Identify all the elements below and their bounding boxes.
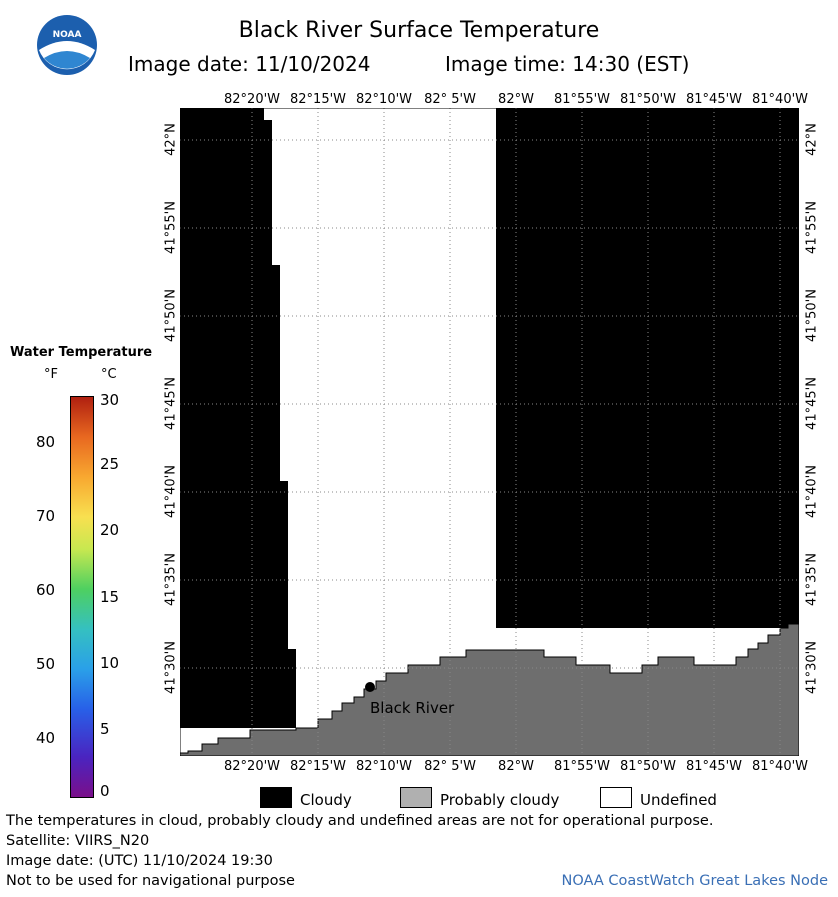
key-cloudy-label: Cloudy bbox=[300, 791, 352, 809]
legend-unit-f: °F bbox=[44, 367, 58, 382]
lat-label-right: 41°30'N bbox=[804, 641, 820, 694]
colorbar-f-tick: 60 bbox=[36, 581, 56, 599]
key-probably-cloudy-label: Probably cloudy bbox=[440, 791, 560, 809]
colorbar-f-tick: 50 bbox=[36, 655, 56, 673]
lat-label-left: 41°50'N bbox=[163, 289, 179, 342]
cloud-mask-west bbox=[180, 108, 296, 728]
lon-label-top: 81°40'W bbox=[752, 92, 809, 107]
station-marker bbox=[365, 682, 375, 692]
logo-text: NOAA bbox=[53, 30, 82, 40]
colorbar-f-tick: 70 bbox=[36, 507, 56, 525]
lon-label-top: 82°10'W bbox=[356, 92, 413, 107]
lon-label-top: 81°50'W bbox=[620, 92, 677, 107]
lat-label-right: 41°35'N bbox=[804, 553, 820, 606]
lon-label-top: 82° 5'W bbox=[424, 92, 476, 107]
probably-cloudy-land bbox=[180, 623, 799, 756]
lon-label-top: 82°20'W bbox=[224, 92, 281, 107]
lat-label-right: 41°40'N bbox=[804, 465, 820, 518]
lon-label-top: 82°15'W bbox=[290, 92, 347, 107]
lat-label-left: 41°30'N bbox=[163, 641, 179, 694]
disclaimer: The temperatures in cloud, probably clou… bbox=[6, 813, 714, 829]
key-cloudy-swatch bbox=[260, 787, 292, 808]
colorbar-c-tick: 10 bbox=[100, 654, 120, 672]
lon-label-bottom: 81°50'W bbox=[620, 759, 677, 774]
satellite: Satellite: VIIRS_N20 bbox=[6, 833, 150, 849]
lon-label-bottom: 82° 5'W bbox=[424, 759, 476, 774]
colorbar-c-tick: 25 bbox=[100, 455, 120, 473]
lat-label-right: 42°N bbox=[804, 123, 820, 156]
page-title: Black River Surface Temperature bbox=[238, 18, 600, 43]
nav-warning: Not to be used for navigational purpose bbox=[6, 873, 295, 889]
lon-label-top: 81°55'W bbox=[554, 92, 611, 107]
lat-label-left: 41°55'N bbox=[163, 201, 179, 254]
station-label: Black River bbox=[370, 699, 455, 717]
key-undefined-label: Undefined bbox=[640, 791, 717, 809]
credit-link[interactable]: NOAA CoastWatch Great Lakes Node bbox=[561, 873, 828, 889]
colorbar-f-tick: 40 bbox=[36, 729, 56, 747]
colorbar-c-tick: 20 bbox=[100, 521, 120, 539]
lon-label-bottom: 82°15'W bbox=[290, 759, 347, 774]
noaa-logo-icon: NOAA bbox=[37, 15, 97, 75]
key-probably-cloudy-swatch bbox=[400, 787, 432, 808]
graticule bbox=[180, 108, 799, 756]
lat-label-right: 41°50'N bbox=[804, 289, 820, 342]
colorbar-c-tick: 0 bbox=[100, 782, 110, 800]
lat-label-right: 41°45'N bbox=[804, 377, 820, 430]
colorbar-c-tick: 5 bbox=[100, 720, 110, 738]
lat-label-right: 41°55'N bbox=[804, 201, 820, 254]
lon-label-bottom: 81°45'W bbox=[686, 759, 743, 774]
colorbar-c-tick: 15 bbox=[100, 588, 120, 606]
utc-date: Image date: (UTC) 11/10/2024 19:30 bbox=[6, 853, 273, 869]
lon-label-bottom: 82°W bbox=[498, 759, 534, 774]
lat-label-left: 42°N bbox=[163, 123, 179, 156]
lon-label-top: 81°45'W bbox=[686, 92, 743, 107]
lon-label-bottom: 81°40'W bbox=[752, 759, 809, 774]
image-time: Image time: 14:30 (EST) bbox=[445, 52, 690, 76]
lon-label-bottom: 81°55'W bbox=[554, 759, 611, 774]
temperature-map: Black River bbox=[180, 108, 799, 756]
lon-label-bottom: 82°20'W bbox=[224, 759, 281, 774]
temperature-colorbar bbox=[70, 396, 94, 798]
legend-unit-c: °C bbox=[101, 367, 117, 382]
lat-label-left: 41°35'N bbox=[163, 553, 179, 606]
lat-label-left: 41°45'N bbox=[163, 377, 179, 430]
lat-label-left: 41°40'N bbox=[163, 465, 179, 518]
lon-label-top: 82°W bbox=[498, 92, 534, 107]
colorbar-f-tick: 80 bbox=[36, 433, 56, 451]
colorbar-c-tick: 30 bbox=[100, 391, 120, 409]
key-undefined-swatch bbox=[600, 787, 632, 808]
lon-label-bottom: 82°10'W bbox=[356, 759, 413, 774]
image-date: Image date: 11/10/2024 bbox=[128, 52, 371, 76]
legend-title: Water Temperature bbox=[10, 345, 153, 360]
